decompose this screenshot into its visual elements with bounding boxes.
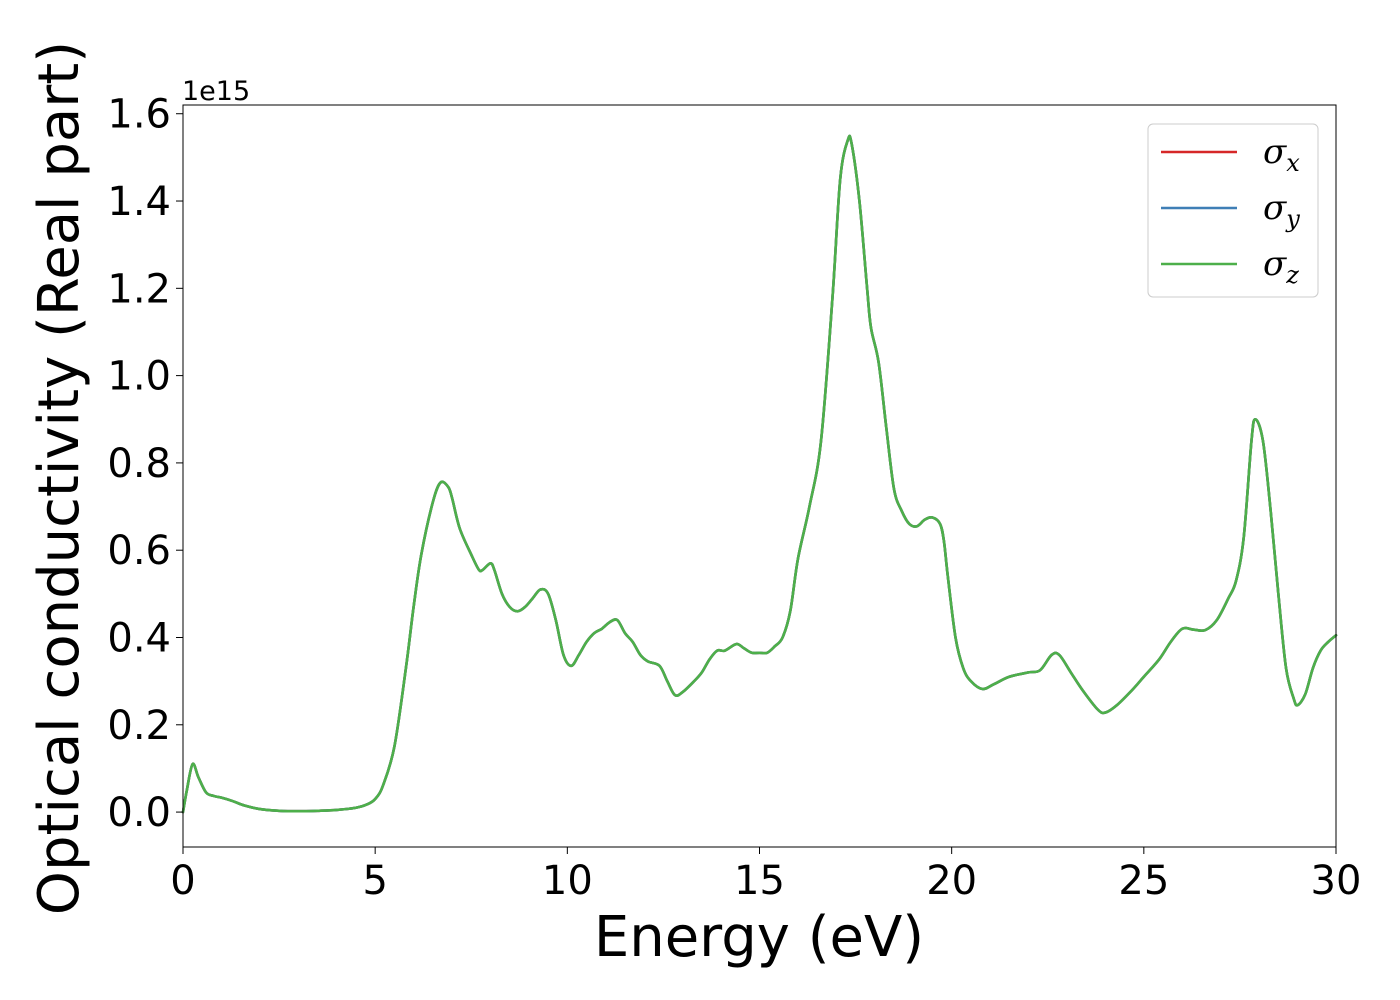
legend: σx σy σz — [1147, 123, 1319, 298]
y-tick-label: 1.2 — [107, 266, 171, 312]
legend-box — [1147, 123, 1319, 298]
legend-label-x: σx — [1263, 132, 1300, 177]
y-tick-label: 0.2 — [107, 703, 171, 749]
y-offset-label: 1e15 — [182, 76, 250, 107]
y-tick-label: 0.6 — [107, 528, 171, 574]
y-tick-label: 1.6 — [107, 92, 171, 138]
x-axis-label: Energy (eV) — [594, 905, 924, 970]
series-line-z — [181, 134, 1338, 814]
legend-items: σx σy σz — [1161, 132, 1300, 289]
x-tick-label: 15 — [734, 858, 785, 904]
legend-label-y: σy — [1263, 188, 1300, 233]
plot-frame — [182, 104, 1337, 848]
series-layer — [181, 134, 1338, 814]
x-tick-label: 20 — [926, 858, 977, 904]
x-tick-label: 5 — [362, 858, 387, 904]
y-tick-label: 0.8 — [107, 441, 171, 487]
y-tick-label: 1.4 — [107, 179, 171, 225]
y-axis-label: Optical conductivity (Real part) — [27, 41, 92, 915]
x-tick-label: 10 — [542, 858, 593, 904]
x-tick-label: 30 — [1311, 858, 1362, 904]
legend-label-z: σz — [1263, 244, 1299, 289]
y-tick-label: 1.0 — [107, 354, 171, 400]
y-tick-label: 0.4 — [107, 615, 171, 661]
x-axis-ticks: 0 5 10 15 20 25 30 — [170, 847, 1361, 904]
y-tick-label: 0.0 — [107, 790, 171, 836]
y-axis-ticks: 0.0 0.2 0.4 0.6 0.8 1.0 1.2 1.4 1.6 — [107, 92, 183, 836]
x-tick-label: 0 — [170, 858, 195, 904]
x-tick-label: 25 — [1118, 858, 1169, 904]
